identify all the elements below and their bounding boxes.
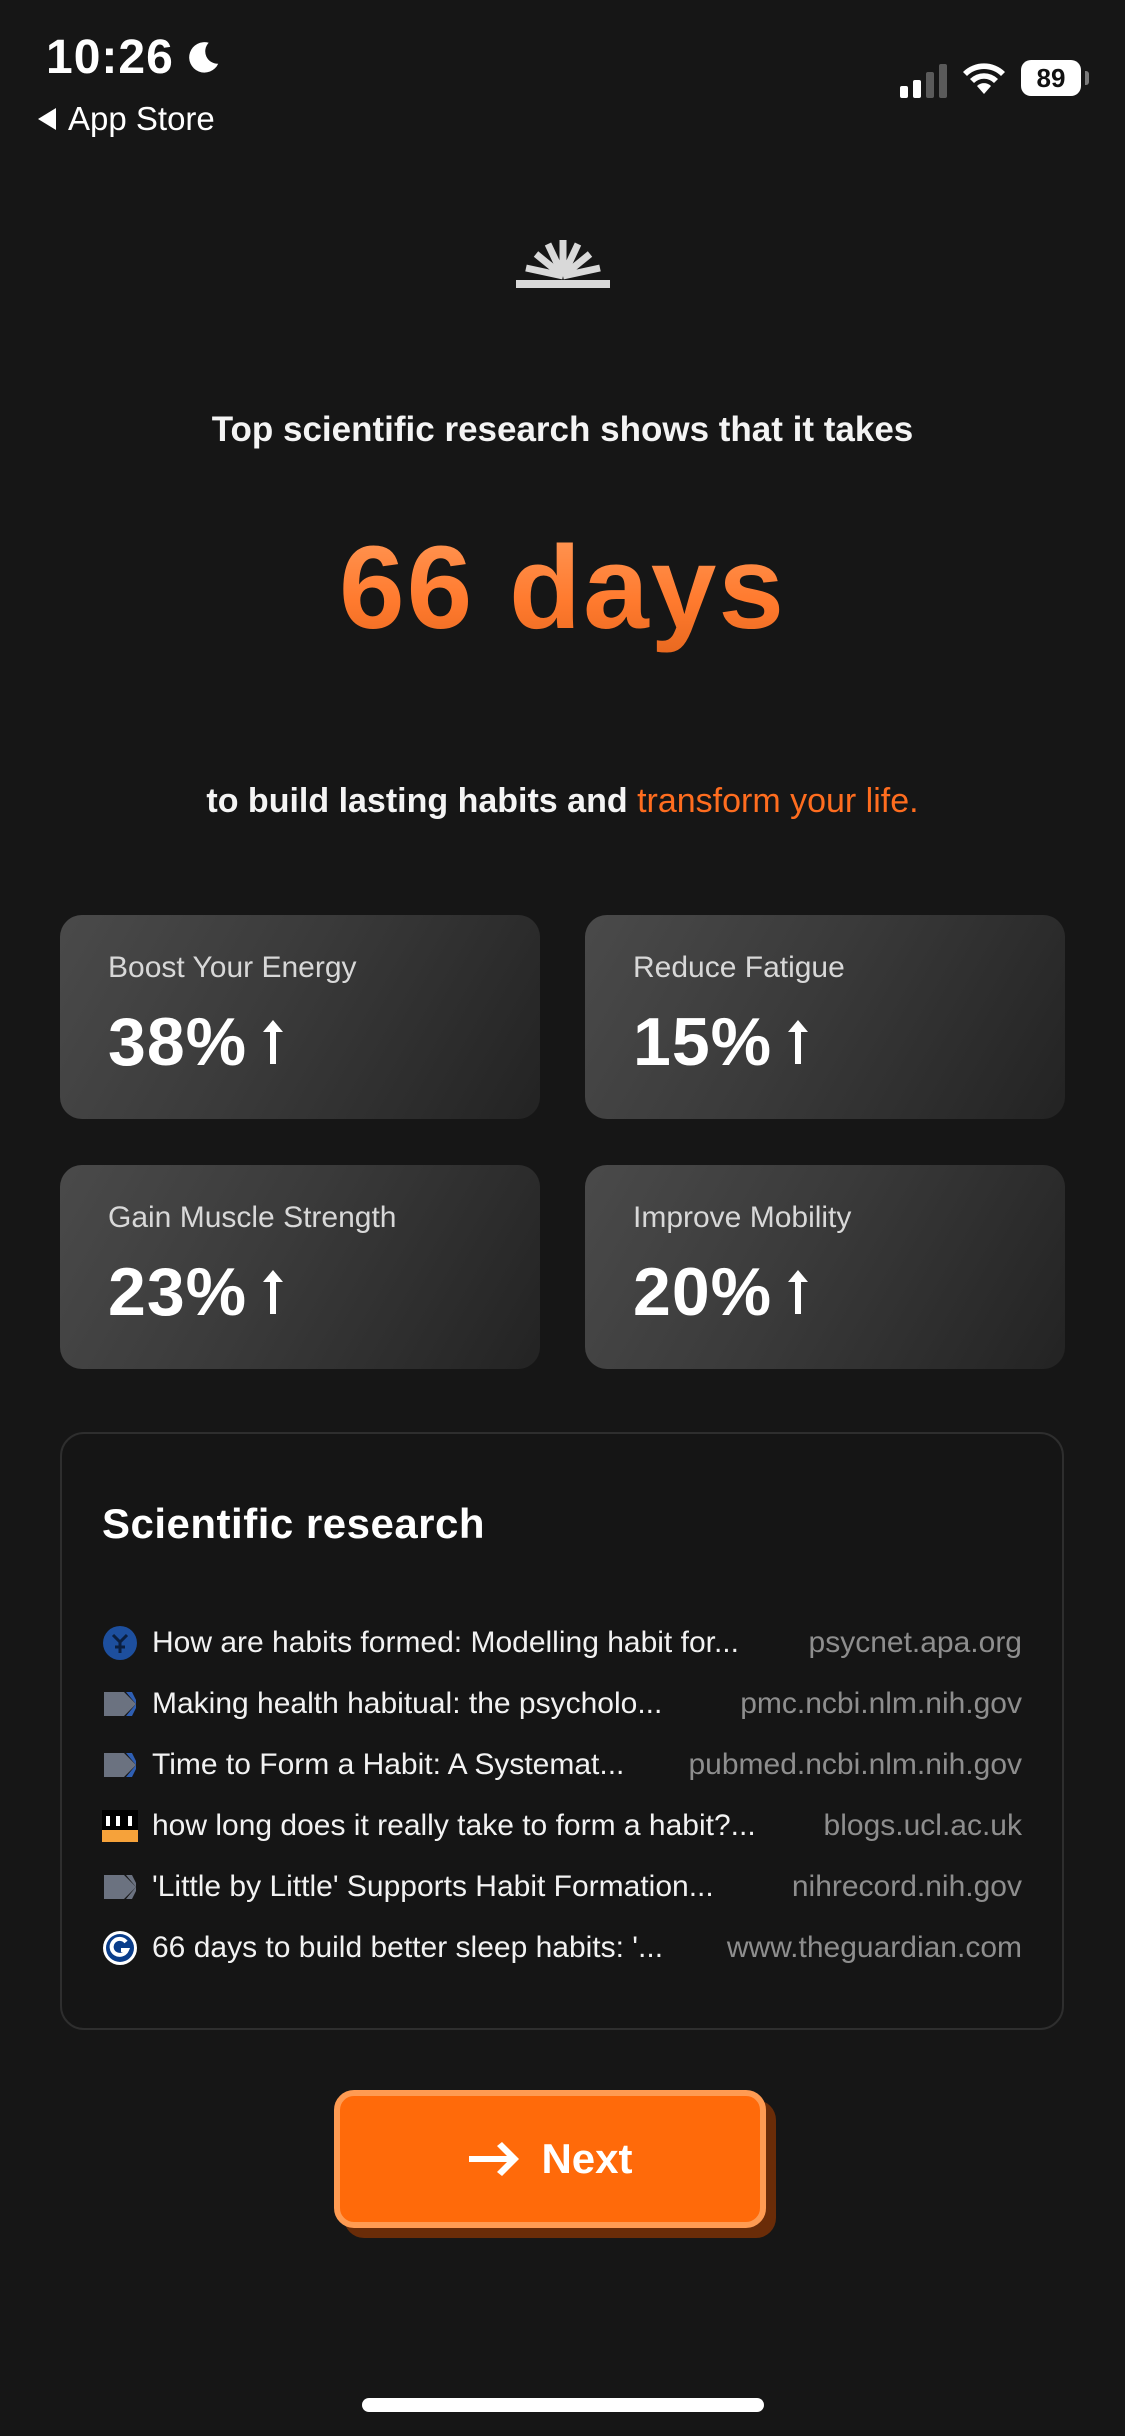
nih-icon	[102, 1686, 138, 1722]
stat-percent: 38%	[108, 1004, 248, 1080]
back-arrow-icon	[38, 108, 56, 130]
stat-percent: 15%	[633, 1004, 773, 1080]
wifi-icon	[963, 63, 1005, 94]
up-arrow-icon	[263, 1020, 284, 1064]
stat-value: 20%	[633, 1253, 1065, 1331]
reference-source: blogs.ucl.ac.uk	[823, 1808, 1022, 1842]
time-text: 10:26	[46, 31, 174, 84]
reference-source: psycnet.apa.org	[808, 1625, 1022, 1659]
reference-title: How are habits formed: Modelling habit f…	[152, 1625, 739, 1659]
stat-percent: 20%	[633, 1254, 773, 1330]
reference-link[interactable]: 'Little by Little' Supports Habit Format…	[102, 1856, 1022, 1917]
reference-title: how long does it really take to form a h…	[152, 1808, 756, 1842]
stat-percent: 23%	[108, 1254, 248, 1330]
nih-icon	[102, 1869, 138, 1905]
reference-source: nihrecord.nih.gov	[791, 1869, 1022, 1903]
back-label: App Store	[68, 100, 215, 137]
reference-title: 66 days to build better sleep habits: '.…	[152, 1930, 664, 1964]
status-time: 10:26	[46, 30, 222, 85]
reference-source: pmc.ncbi.nlm.nih.gov	[740, 1686, 1022, 1720]
guardian-icon	[102, 1930, 138, 1966]
up-arrow-icon	[263, 1270, 284, 1314]
reference-link[interactable]: how long does it really take to form a h…	[102, 1795, 1022, 1856]
subline-text: to build lasting habits and	[206, 782, 628, 820]
reference-title: Time to Form a Habit: A Systemat...	[152, 1747, 625, 1781]
apa-icon	[102, 1625, 138, 1661]
home-indicator[interactable]	[362, 2398, 764, 2412]
research-title: Scientific research	[102, 1500, 486, 1547]
stat-card-mobility: Improve Mobility 20%	[585, 1165, 1065, 1369]
stat-label: Improve Mobility	[633, 1201, 852, 1234]
next-button[interactable]: Next	[334, 2090, 766, 2228]
reference-link[interactable]: 66 days to build better sleep habits: '.…	[102, 1917, 1022, 1978]
reference-link[interactable]: How are habits formed: Modelling habit f…	[102, 1612, 1022, 1673]
reference-title: Making health habitual: the psycholo...	[152, 1686, 663, 1720]
back-to-app-store[interactable]: App Store	[38, 100, 215, 138]
stat-value: 15%	[633, 1003, 1065, 1081]
stat-label: Gain Muscle Strength	[108, 1201, 397, 1234]
days-highlight: 66 days	[0, 520, 1125, 656]
reference-list: How are habits formed: Modelling habit f…	[102, 1612, 1022, 1978]
stat-value: 23%	[108, 1253, 540, 1331]
next-label: Next	[541, 2135, 633, 2182]
intro-text: Top scientific research shows that it ta…	[211, 410, 914, 449]
stat-label: Boost Your Energy	[108, 951, 357, 984]
battery-indicator: 89	[1021, 60, 1089, 96]
stat-value: 38%	[108, 1003, 540, 1081]
reference-link[interactable]: Making health habitual: the psycholo... …	[102, 1673, 1022, 1734]
stat-label: Reduce Fatigue	[633, 951, 845, 984]
status-indicators: 89	[900, 58, 1089, 98]
reference-title: 'Little by Little' Supports Habit Format…	[152, 1869, 714, 1903]
up-arrow-icon	[788, 1270, 809, 1314]
stat-card-muscle: Gain Muscle Strength 23%	[60, 1165, 540, 1369]
reference-source: pubmed.ncbi.nlm.nih.gov	[688, 1747, 1022, 1781]
cellular-signal-icon	[900, 58, 947, 98]
benefit-subline: to build lasting habits and transform yo…	[0, 782, 1125, 821]
battery-level: 89	[1036, 62, 1066, 93]
stat-card-fatigue: Reduce Fatigue 15%	[585, 915, 1065, 1119]
subline-accent: transform your life.	[637, 782, 919, 820]
ucl-icon	[102, 1808, 138, 1844]
reference-source: www.theguardian.com	[726, 1930, 1022, 1964]
arrow-right-icon	[469, 2142, 520, 2176]
up-arrow-icon	[788, 1020, 809, 1064]
nih-icon	[102, 1747, 138, 1783]
sunrise-logo-icon	[516, 240, 610, 288]
stat-card-energy: Boost Your Energy 38%	[60, 915, 540, 1119]
moon-icon	[188, 41, 218, 73]
research-panel: Scientific research How are habits forme…	[60, 1432, 1064, 2030]
reference-link[interactable]: Time to Form a Habit: A Systemat... pubm…	[102, 1734, 1022, 1795]
